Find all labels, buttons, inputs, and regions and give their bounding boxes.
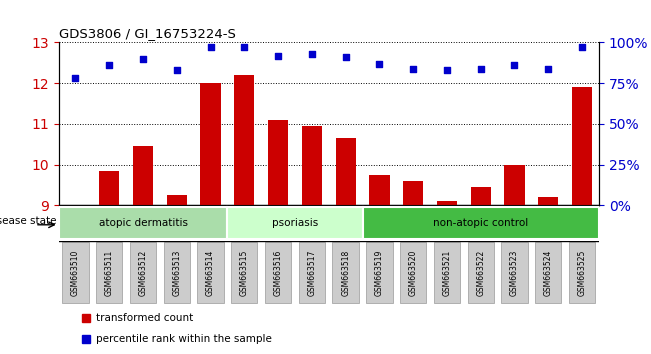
Bar	[335, 138, 356, 205]
Text: GSM663523: GSM663523	[510, 249, 519, 296]
Point	[205, 45, 215, 50]
Text: non-atopic control: non-atopic control	[433, 218, 529, 228]
Text: GSM663521: GSM663521	[443, 250, 451, 296]
FancyBboxPatch shape	[467, 242, 494, 303]
Point	[543, 66, 553, 72]
FancyBboxPatch shape	[299, 242, 325, 303]
FancyBboxPatch shape	[501, 242, 528, 303]
FancyBboxPatch shape	[434, 242, 460, 303]
Text: GSM663518: GSM663518	[341, 250, 350, 296]
Point	[307, 51, 317, 57]
Text: GSM663520: GSM663520	[409, 249, 418, 296]
Bar	[369, 175, 389, 205]
Point	[138, 56, 148, 62]
FancyBboxPatch shape	[367, 242, 393, 303]
Point	[408, 66, 419, 72]
Bar	[471, 187, 491, 205]
Text: percentile rank within the sample: percentile rank within the sample	[96, 334, 272, 344]
Bar	[99, 171, 119, 205]
Point	[70, 75, 81, 81]
FancyBboxPatch shape	[265, 242, 291, 303]
Text: GSM663516: GSM663516	[273, 249, 283, 296]
Bar	[133, 146, 153, 205]
FancyBboxPatch shape	[535, 242, 561, 303]
Text: disease state: disease state	[0, 216, 57, 226]
Text: GSM663511: GSM663511	[105, 250, 114, 296]
FancyBboxPatch shape	[59, 207, 227, 239]
Bar	[268, 120, 288, 205]
FancyBboxPatch shape	[400, 242, 426, 303]
Text: GSM663517: GSM663517	[307, 249, 316, 296]
Point	[442, 67, 452, 73]
Point	[374, 61, 385, 67]
Bar	[572, 87, 592, 205]
FancyBboxPatch shape	[227, 207, 363, 239]
FancyBboxPatch shape	[163, 242, 190, 303]
Text: psoriasis: psoriasis	[272, 218, 318, 228]
Text: GSM663513: GSM663513	[173, 249, 181, 296]
Point	[475, 66, 486, 72]
Bar	[167, 195, 187, 205]
FancyBboxPatch shape	[569, 242, 595, 303]
Bar	[403, 181, 423, 205]
Bar	[505, 165, 525, 205]
Text: GSM663514: GSM663514	[206, 249, 215, 296]
Text: GSM663524: GSM663524	[544, 249, 553, 296]
Point	[172, 67, 182, 73]
Text: GDS3806 / GI_16753224-S: GDS3806 / GI_16753224-S	[59, 27, 236, 40]
Bar	[538, 197, 559, 205]
Text: GSM663512: GSM663512	[139, 250, 148, 296]
Text: transformed count: transformed count	[96, 313, 193, 323]
Point	[509, 62, 519, 68]
Text: GSM663522: GSM663522	[477, 250, 485, 296]
Point	[577, 45, 587, 50]
Bar	[201, 83, 221, 205]
FancyBboxPatch shape	[231, 242, 258, 303]
Point	[273, 53, 283, 58]
Text: GSM663525: GSM663525	[577, 249, 587, 296]
Bar	[437, 201, 457, 205]
Bar	[302, 126, 322, 205]
Text: GSM663515: GSM663515	[240, 249, 249, 296]
Bar	[234, 75, 255, 205]
Point	[340, 54, 351, 60]
Text: GSM663519: GSM663519	[375, 249, 384, 296]
FancyBboxPatch shape	[197, 242, 224, 303]
FancyBboxPatch shape	[96, 242, 122, 303]
FancyBboxPatch shape	[363, 207, 599, 239]
Point	[239, 45, 249, 50]
Text: atopic dermatitis: atopic dermatitis	[98, 218, 187, 228]
Point	[104, 62, 115, 68]
FancyBboxPatch shape	[130, 242, 156, 303]
Text: GSM663510: GSM663510	[71, 249, 80, 296]
FancyBboxPatch shape	[62, 242, 89, 303]
FancyBboxPatch shape	[333, 242, 359, 303]
